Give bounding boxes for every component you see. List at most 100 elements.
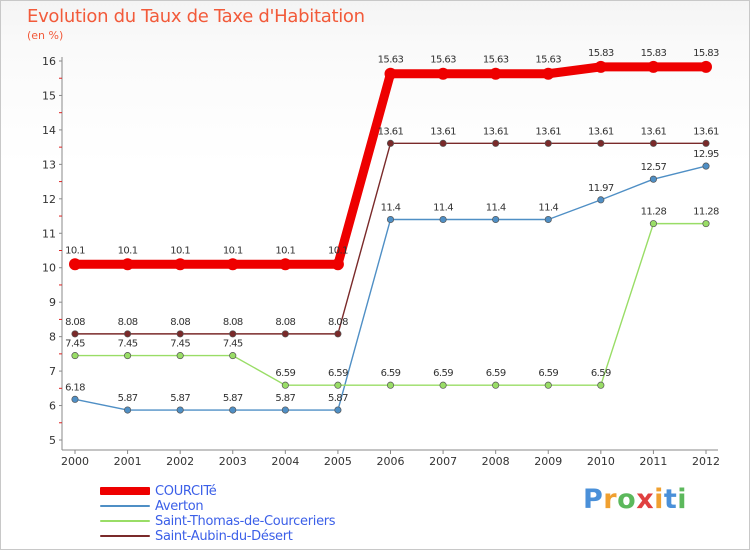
data-point-saint-thomas-de-courceriers bbox=[229, 352, 237, 360]
x-tick-label: 2009 bbox=[534, 455, 562, 468]
data-label: 7.45 bbox=[65, 339, 85, 350]
data-point-saint-thomas-de-courceriers bbox=[439, 381, 447, 389]
data-label: 12.95 bbox=[693, 149, 719, 160]
y-tick-label: 5 bbox=[49, 434, 56, 447]
data-label: 5.87 bbox=[170, 393, 190, 404]
logo-letter: o bbox=[617, 484, 637, 515]
data-point-saint-aubin-du-desert bbox=[281, 330, 289, 338]
y-tick-label: 15 bbox=[42, 89, 56, 102]
data-label: 15.63 bbox=[378, 55, 404, 66]
data-label: 11.97 bbox=[588, 183, 614, 194]
data-label: 6.59 bbox=[591, 368, 611, 379]
data-label: 13.61 bbox=[693, 126, 719, 137]
data-point-courcite bbox=[331, 258, 344, 271]
legend-label: Saint-Thomas-de-Courceriers bbox=[155, 514, 336, 529]
data-label: 11.28 bbox=[693, 207, 719, 218]
x-tick-label: 2006 bbox=[377, 455, 405, 468]
data-point-averton bbox=[492, 215, 500, 224]
data-point-courcite bbox=[384, 67, 397, 80]
x-tick-label: 2007 bbox=[429, 455, 457, 468]
data-point-saint-aubin-du-desert bbox=[702, 139, 710, 147]
data-point-courcite bbox=[700, 60, 712, 73]
series-lines bbox=[70, 62, 711, 411]
data-point-averton bbox=[176, 406, 184, 414]
data-label: 10.1 bbox=[65, 245, 85, 256]
x-tick-label: 2001 bbox=[114, 455, 142, 468]
data-label: 11.4 bbox=[486, 202, 506, 213]
data-label: 13.61 bbox=[483, 126, 509, 137]
data-point-courcite bbox=[437, 67, 450, 80]
data-point-averton bbox=[334, 406, 342, 414]
data-point-averton bbox=[544, 215, 552, 224]
proxiti-logo: Proxiti bbox=[583, 484, 687, 515]
data-label: 10.1 bbox=[170, 245, 190, 256]
data-label: 12.57 bbox=[641, 162, 667, 173]
legend-item: Averton bbox=[100, 499, 420, 514]
data-point-saint-aubin-du-desert bbox=[124, 330, 132, 338]
data-label: 15.83 bbox=[693, 48, 719, 59]
data-label: 8.08 bbox=[275, 317, 295, 328]
data-point-averton bbox=[71, 395, 79, 403]
data-point-courcite bbox=[174, 258, 187, 271]
data-point-saint-aubin-du-desert bbox=[649, 139, 657, 147]
data-label: 10.1 bbox=[118, 245, 138, 256]
data-point-saint-thomas-de-courceriers bbox=[492, 381, 500, 389]
data-point-averton bbox=[124, 406, 132, 414]
x-tick-label: 2005 bbox=[324, 455, 352, 468]
x-tick-label: 2010 bbox=[587, 455, 615, 468]
data-point-courcite bbox=[226, 258, 239, 271]
series-points bbox=[69, 60, 712, 414]
data-label: 5.87 bbox=[328, 393, 348, 404]
data-point-saint-thomas-de-courceriers bbox=[702, 220, 710, 228]
data-point-courcite bbox=[69, 258, 81, 271]
series-line-saint-aubin-du-desert bbox=[74, 142, 707, 335]
data-label: 5.87 bbox=[275, 393, 295, 404]
data-label: 11.4 bbox=[433, 202, 453, 213]
chart-title: Evolution du Taux de Taxe d'Habitation bbox=[27, 6, 365, 27]
data-point-courcite bbox=[121, 258, 134, 271]
data-label: 13.61 bbox=[588, 126, 614, 137]
data-label: 6.59 bbox=[275, 368, 295, 379]
data-point-averton bbox=[597, 196, 605, 204]
data-point-saint-aubin-du-desert bbox=[597, 139, 605, 147]
data-label: 8.08 bbox=[118, 317, 138, 328]
logo-letter: i bbox=[677, 484, 688, 515]
axes: 5 6 7 8 9 10 11 12 13 14 15 16 2000 2001 2002 2003 2004 2… bbox=[42, 55, 720, 468]
legend-item: COURCITé bbox=[100, 484, 420, 499]
data-point-saint-aubin-du-desert bbox=[334, 330, 342, 338]
data-point-saint-thomas-de-courceriers bbox=[71, 352, 79, 360]
data-label: 8.08 bbox=[223, 317, 243, 328]
logo-letter: r bbox=[603, 484, 618, 515]
chart-unit-label: (en %) bbox=[27, 29, 64, 42]
data-label: 7.45 bbox=[118, 339, 138, 350]
data-point-courcite bbox=[594, 60, 607, 73]
data-label: 13.61 bbox=[378, 126, 404, 137]
data-label: 15.63 bbox=[483, 55, 509, 66]
data-label: 8.08 bbox=[65, 317, 85, 328]
data-point-courcite bbox=[279, 258, 292, 271]
data-point-saint-thomas-de-courceriers bbox=[334, 381, 342, 389]
data-label: 15.83 bbox=[588, 48, 614, 59]
x-tick-label: 2008 bbox=[482, 455, 510, 468]
data-point-saint-thomas-de-courceriers bbox=[176, 352, 184, 360]
data-point-courcite bbox=[647, 60, 660, 73]
data-point-saint-thomas-de-courceriers bbox=[649, 220, 657, 228]
data-label: 10.1 bbox=[328, 245, 348, 256]
data-label: 6.59 bbox=[433, 368, 453, 379]
data-point-saint-thomas-de-courceriers bbox=[281, 381, 289, 389]
y-tick-label: 11 bbox=[42, 227, 56, 240]
data-label: 6.59 bbox=[486, 368, 506, 379]
y-tick-label: 13 bbox=[42, 158, 56, 171]
data-label: 6.59 bbox=[381, 368, 401, 379]
data-label: 15.63 bbox=[430, 55, 456, 66]
x-tick-label: 2012 bbox=[692, 455, 720, 468]
data-label: 8.08 bbox=[328, 317, 348, 328]
x-tick-label: 2003 bbox=[219, 455, 247, 468]
data-point-saint-aubin-du-desert bbox=[439, 139, 447, 147]
y-tick-label: 6 bbox=[49, 400, 56, 413]
data-label: 6.59 bbox=[538, 368, 558, 379]
data-label: 15.83 bbox=[641, 48, 667, 59]
data-label: 6.59 bbox=[328, 368, 348, 379]
data-point-saint-aubin-du-desert bbox=[71, 330, 79, 338]
